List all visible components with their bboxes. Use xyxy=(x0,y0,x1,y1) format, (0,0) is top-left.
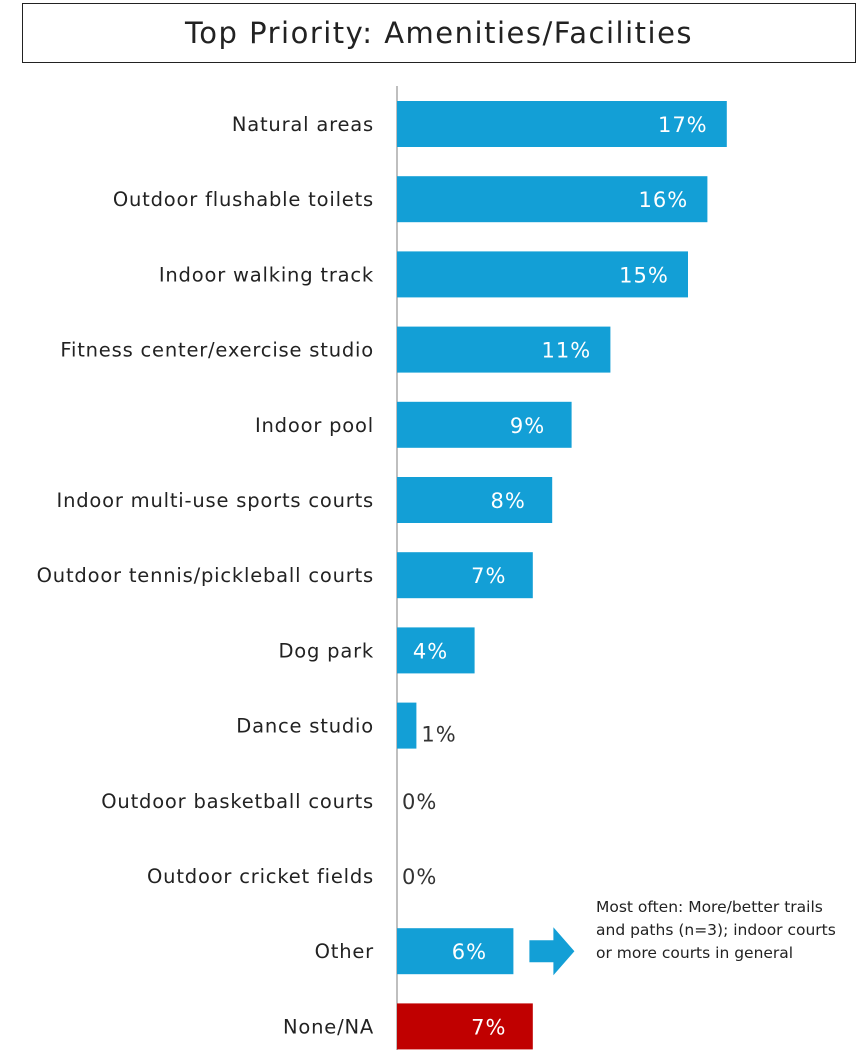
category-label-natural-areas: Natural areas xyxy=(232,113,374,136)
value-label-outdoor-tennis-pickleball-courts: 7% xyxy=(471,564,506,588)
other-note-line-3: or more courts in general xyxy=(596,944,794,962)
bar-other xyxy=(397,928,514,975)
category-label-indoor-multi-use-sports-courts: Indoor multi-use sports courts xyxy=(57,489,374,512)
value-label-outdoor-flushable-toilets: 16% xyxy=(639,188,689,212)
value-label-natural-areas: 17% xyxy=(658,113,708,137)
right-arrow-icon xyxy=(529,927,575,976)
bar-indoor-walking-track xyxy=(397,251,688,298)
chart-title: Top Priority: Amenities/Facilities xyxy=(22,3,856,63)
value-label-none-na: 7% xyxy=(471,1015,506,1039)
bar-outdoor-tennis-pickleball-courts xyxy=(397,552,533,599)
category-label-other: Other xyxy=(315,940,375,963)
other-note-line-2: and paths (n=3); indoor courts xyxy=(596,921,836,939)
other-note: Most often: More/better trails and paths… xyxy=(596,896,859,965)
value-label-outdoor-basketball-courts: 0% xyxy=(402,790,437,814)
bar-dance-studio xyxy=(397,702,417,749)
category-label-dance-studio: Dance studio xyxy=(236,715,374,738)
value-label-outdoor-cricket-fields: 0% xyxy=(402,865,437,889)
bar-natural-areas xyxy=(397,101,727,147)
category-label-indoor-walking-track: Indoor walking track xyxy=(159,263,374,286)
value-label-other: 6% xyxy=(452,940,487,964)
bars-layer: Natural areas 17% Outdoor flushable toilet… xyxy=(37,101,727,1050)
bar-none-na xyxy=(397,1003,533,1050)
bar-outdoor-flushable-toilets xyxy=(397,176,708,223)
value-label-fitness-center-exercise-studio: 11% xyxy=(542,339,592,363)
bar-indoor-pool xyxy=(397,401,572,448)
value-label-indoor-multi-use-sports-courts: 8% xyxy=(491,489,526,513)
category-label-outdoor-basketball-courts: Outdoor basketball courts xyxy=(101,790,374,813)
value-label-indoor-pool: 9% xyxy=(510,414,545,438)
category-label-outdoor-cricket-fields: Outdoor cricket fields xyxy=(147,865,374,888)
value-label-dog-park: 4% xyxy=(413,639,448,663)
value-label-indoor-walking-track: 15% xyxy=(619,263,669,287)
bar-dog-park xyxy=(397,627,475,674)
category-label-none-na: None/NA xyxy=(283,1015,374,1038)
category-label-indoor-pool: Indoor pool xyxy=(255,414,374,437)
bar-indoor-multi-use-sports-courts xyxy=(397,477,553,523)
bar-fitness-center-exercise-studio xyxy=(397,326,611,373)
category-label-dog-park: Dog park xyxy=(278,639,374,662)
value-label-dance-studio: 1% xyxy=(421,723,456,747)
category-label-fitness-center-exercise-studio: Fitness center/exercise studio xyxy=(60,339,374,362)
category-label-outdoor-tennis-pickleball-courts: Outdoor tennis/pickleball courts xyxy=(37,564,374,587)
other-note-line-1: Most often: More/better trails xyxy=(596,898,823,916)
category-label-outdoor-flushable-toilets: Outdoor flushable toilets xyxy=(113,188,374,211)
